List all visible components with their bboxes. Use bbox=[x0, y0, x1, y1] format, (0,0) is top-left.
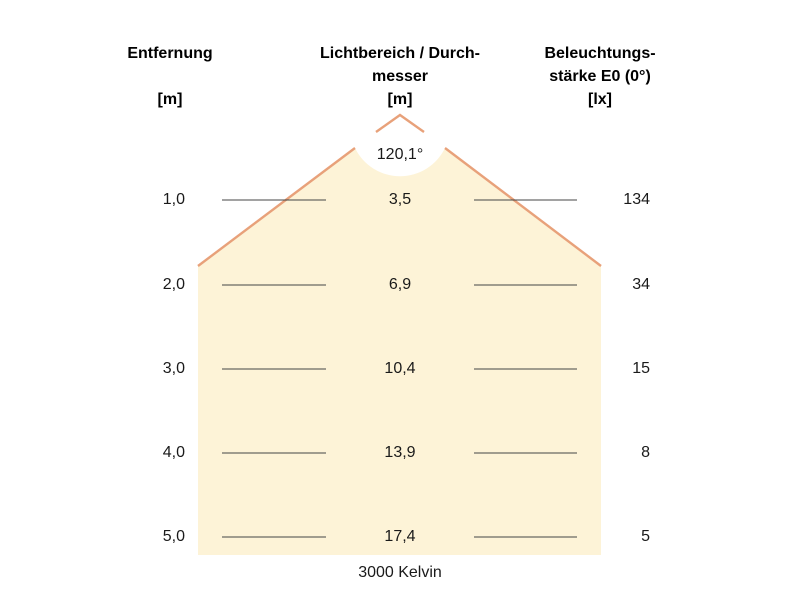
row-diameter: 17,4 bbox=[384, 528, 416, 545]
row-diameter: 13,9 bbox=[384, 444, 416, 461]
header-beam: Lichtbereich / Durch- messer [m] bbox=[300, 42, 500, 111]
row-distance: 4,0 bbox=[162, 444, 185, 461]
header-illuminance-title-2: stärke E0 (0°) bbox=[549, 68, 651, 85]
row-lines bbox=[222, 199, 577, 538]
header-beam-title-2: messer bbox=[371, 68, 429, 85]
beam-angle-label: 120,1° bbox=[376, 146, 424, 163]
row-illuminance: 34 bbox=[632, 276, 650, 293]
cone-edge-top bbox=[375, 113, 425, 133]
row-distance: 1,0 bbox=[162, 191, 185, 208]
header-distance: Entfernung [m] bbox=[110, 42, 230, 111]
row-illuminance: 15 bbox=[632, 360, 650, 377]
row-diameter: 10,4 bbox=[384, 360, 416, 377]
light-cone-fill bbox=[198, 115, 601, 555]
color-temperature-label: 3000 Kelvin bbox=[358, 564, 442, 581]
header-illuminance-title-1: Beleuchtungs- bbox=[544, 45, 656, 62]
row-illuminance: 134 bbox=[623, 191, 650, 208]
header-distance-title: Entfernung bbox=[127, 45, 213, 62]
header-beam-title-1: Lichtbereich / Durch- bbox=[319, 45, 481, 62]
row-distance: 3,0 bbox=[162, 360, 185, 377]
row-illuminance: 8 bbox=[641, 444, 650, 461]
row-illuminance: 5 bbox=[641, 528, 650, 545]
header-illuminance-unit: [lx] bbox=[588, 91, 612, 108]
cone-edge-left bbox=[197, 147, 356, 267]
header-distance-unit: [m] bbox=[157, 91, 183, 108]
row-diameter: 3,5 bbox=[388, 191, 412, 208]
row-diameter: 6,9 bbox=[388, 276, 412, 293]
header-illuminance: Beleuchtungs- stärke E0 (0°) [lx] bbox=[520, 42, 680, 111]
row-distance: 2,0 bbox=[162, 276, 185, 293]
beam-angle-notch bbox=[355, 115, 445, 177]
header-beam-unit: [m] bbox=[387, 91, 413, 108]
row-distance: 5,0 bbox=[162, 528, 185, 545]
cone-edge-right bbox=[444, 147, 602, 267]
